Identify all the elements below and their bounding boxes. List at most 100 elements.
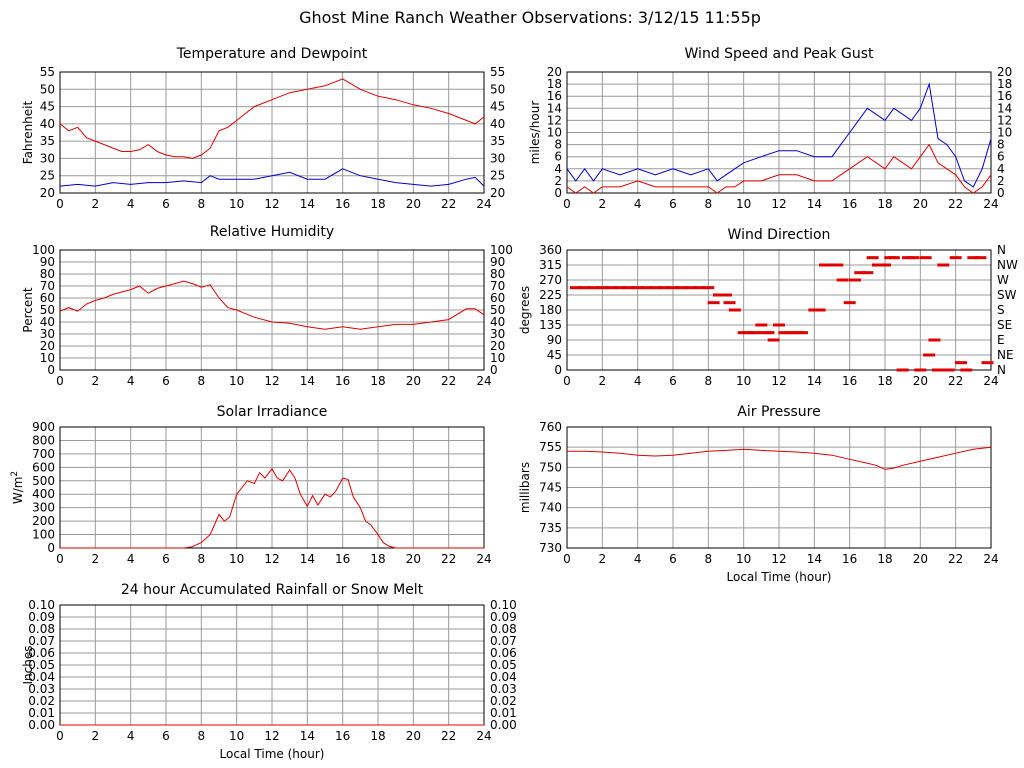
dir-ytick-label: 135 bbox=[539, 318, 562, 332]
rain-right-ytick-label: 0.04 bbox=[490, 670, 517, 684]
temp-xtick-label: 4 bbox=[127, 197, 135, 211]
dir-title: Wind Direction bbox=[728, 227, 831, 243]
rh-right-ytick-label: 80 bbox=[490, 267, 505, 281]
rh-right-ytick-label: 90 bbox=[490, 255, 505, 269]
rh-xtick-label: 20 bbox=[406, 374, 421, 388]
rain-ytick-label: 0.08 bbox=[28, 622, 55, 636]
dir-point bbox=[783, 331, 796, 335]
temp-right-ytick-label: 40 bbox=[490, 117, 505, 131]
rain-xtick-label: 2 bbox=[92, 729, 100, 743]
solar-ylabel: W/m2 bbox=[10, 471, 25, 504]
solar-xtick-label: 24 bbox=[476, 552, 491, 566]
temp-xtick-label: 16 bbox=[335, 197, 350, 211]
dir-point bbox=[675, 286, 688, 290]
dir-point bbox=[723, 301, 736, 305]
wind-right-ytick-label: 6 bbox=[997, 150, 1005, 164]
pres-xtick-label: 0 bbox=[563, 552, 571, 566]
rain-right-ytick-label: 0.03 bbox=[490, 682, 517, 696]
dir-point bbox=[907, 256, 920, 260]
wind-xtick-label: 24 bbox=[983, 197, 998, 211]
rain-right-ytick-label: 0.06 bbox=[490, 646, 517, 660]
rh-xtick-label: 2 bbox=[92, 374, 100, 388]
solar-xtick-label: 4 bbox=[127, 552, 135, 566]
pres-xtick-label: 8 bbox=[705, 552, 713, 566]
rain-xlabel: Local Time (hour) bbox=[220, 747, 325, 761]
rh-ytick-label: 80 bbox=[40, 267, 55, 281]
rain-xtick-label: 22 bbox=[441, 729, 456, 743]
pres-xtick-label: 16 bbox=[842, 552, 857, 566]
pres-xtick-label: 22 bbox=[948, 552, 963, 566]
temp-xtick-label: 12 bbox=[264, 197, 279, 211]
temp-title: Temperature and Dewpoint bbox=[176, 46, 368, 62]
rain-ytick-label: 0.07 bbox=[28, 634, 55, 648]
pres-xtick-label: 2 bbox=[599, 552, 607, 566]
rain-right-ytick-label: 0.07 bbox=[490, 634, 517, 648]
rh-right-ytick-label: 0 bbox=[490, 363, 498, 377]
rain-right-ytick-label: 0.09 bbox=[490, 610, 517, 624]
temp-series-line-0 bbox=[59, 78, 485, 159]
pres-xtick-label: 4 bbox=[634, 552, 642, 566]
wind-right-ytick-label: 4 bbox=[997, 162, 1005, 176]
dir-point bbox=[614, 286, 626, 290]
wind-xtick-label: 2 bbox=[599, 197, 607, 211]
rain-title: 24 hour Accumulated Rainfall or Snow Mel… bbox=[121, 582, 424, 598]
temp-ytick-label: 25 bbox=[40, 169, 55, 183]
dir-xtick-label: 2 bbox=[599, 374, 607, 388]
solar-ytick-label: 300 bbox=[32, 501, 55, 515]
dir-point bbox=[866, 256, 879, 260]
solar-ytick-label: 400 bbox=[32, 487, 55, 501]
solar-series-line-0 bbox=[60, 467, 484, 549]
dir-point bbox=[767, 338, 780, 342]
temp-right-ytick-label: 25 bbox=[490, 169, 505, 183]
wind-right-ytick-label: 16 bbox=[997, 89, 1012, 103]
wind-ytick-label: 0 bbox=[554, 186, 562, 200]
rain-xtick-label: 14 bbox=[300, 729, 315, 743]
dir-ytick-label: 270 bbox=[539, 273, 562, 287]
wind-right-ytick-label: 12 bbox=[997, 113, 1012, 127]
dir-point bbox=[861, 271, 874, 275]
pres-ytick-label: 755 bbox=[539, 440, 562, 454]
temp-right-ytick-label: 20 bbox=[490, 186, 505, 200]
dir-point bbox=[836, 278, 849, 282]
rain-chart: 24 hour Accumulated Rainfall or Snow Mel… bbox=[21, 582, 517, 761]
solar-xtick-label: 2 bbox=[92, 552, 100, 566]
dir-point bbox=[942, 368, 955, 372]
wind-series-line-0 bbox=[566, 82, 992, 188]
pres-ytick-label: 735 bbox=[539, 521, 562, 535]
dir-right-ytick-label: W bbox=[997, 273, 1009, 287]
wind-series-line-1 bbox=[566, 143, 992, 194]
dir-xtick-label: 22 bbox=[948, 374, 963, 388]
wind-ytick-label: 12 bbox=[547, 113, 562, 127]
dir-right-ytick-label: N bbox=[997, 363, 1006, 377]
dir-ylabel: degrees bbox=[518, 286, 532, 334]
dir-point bbox=[773, 323, 785, 327]
solar-ytick-label: 800 bbox=[32, 433, 55, 447]
dir-point bbox=[954, 361, 967, 365]
wind-right-ytick-label: 20 bbox=[997, 65, 1012, 79]
wind-ytick-label: 14 bbox=[547, 101, 562, 115]
solar-ytick-label: 200 bbox=[32, 514, 55, 528]
wind-xtick-label: 20 bbox=[913, 197, 928, 211]
temp-xtick-label: 24 bbox=[476, 197, 491, 211]
solar-xtick-label: 8 bbox=[198, 552, 206, 566]
dir-xtick-label: 24 bbox=[983, 374, 998, 388]
wind-ytick-label: 10 bbox=[547, 126, 562, 140]
rain-ytick-label: 0.09 bbox=[28, 610, 55, 624]
dir-ytick-label: 360 bbox=[539, 243, 562, 257]
dir-point bbox=[813, 308, 826, 312]
dir-ytick-label: 225 bbox=[539, 288, 562, 302]
page-title: Ghost Mine Ranch Weather Observations: 3… bbox=[299, 8, 761, 27]
pres-xtick-label: 24 bbox=[983, 552, 998, 566]
dir-point bbox=[596, 286, 609, 290]
dir-point bbox=[795, 331, 808, 335]
dir-xtick-label: 10 bbox=[736, 374, 751, 388]
dir-ytick-label: 315 bbox=[539, 258, 562, 272]
dir-xtick-label: 20 bbox=[913, 374, 928, 388]
temp-xtick-label: 14 bbox=[300, 197, 315, 211]
pres-ytick-label: 760 bbox=[539, 420, 562, 434]
dir-point bbox=[932, 368, 944, 372]
rh-right-ytick-label: 100 bbox=[490, 243, 513, 257]
